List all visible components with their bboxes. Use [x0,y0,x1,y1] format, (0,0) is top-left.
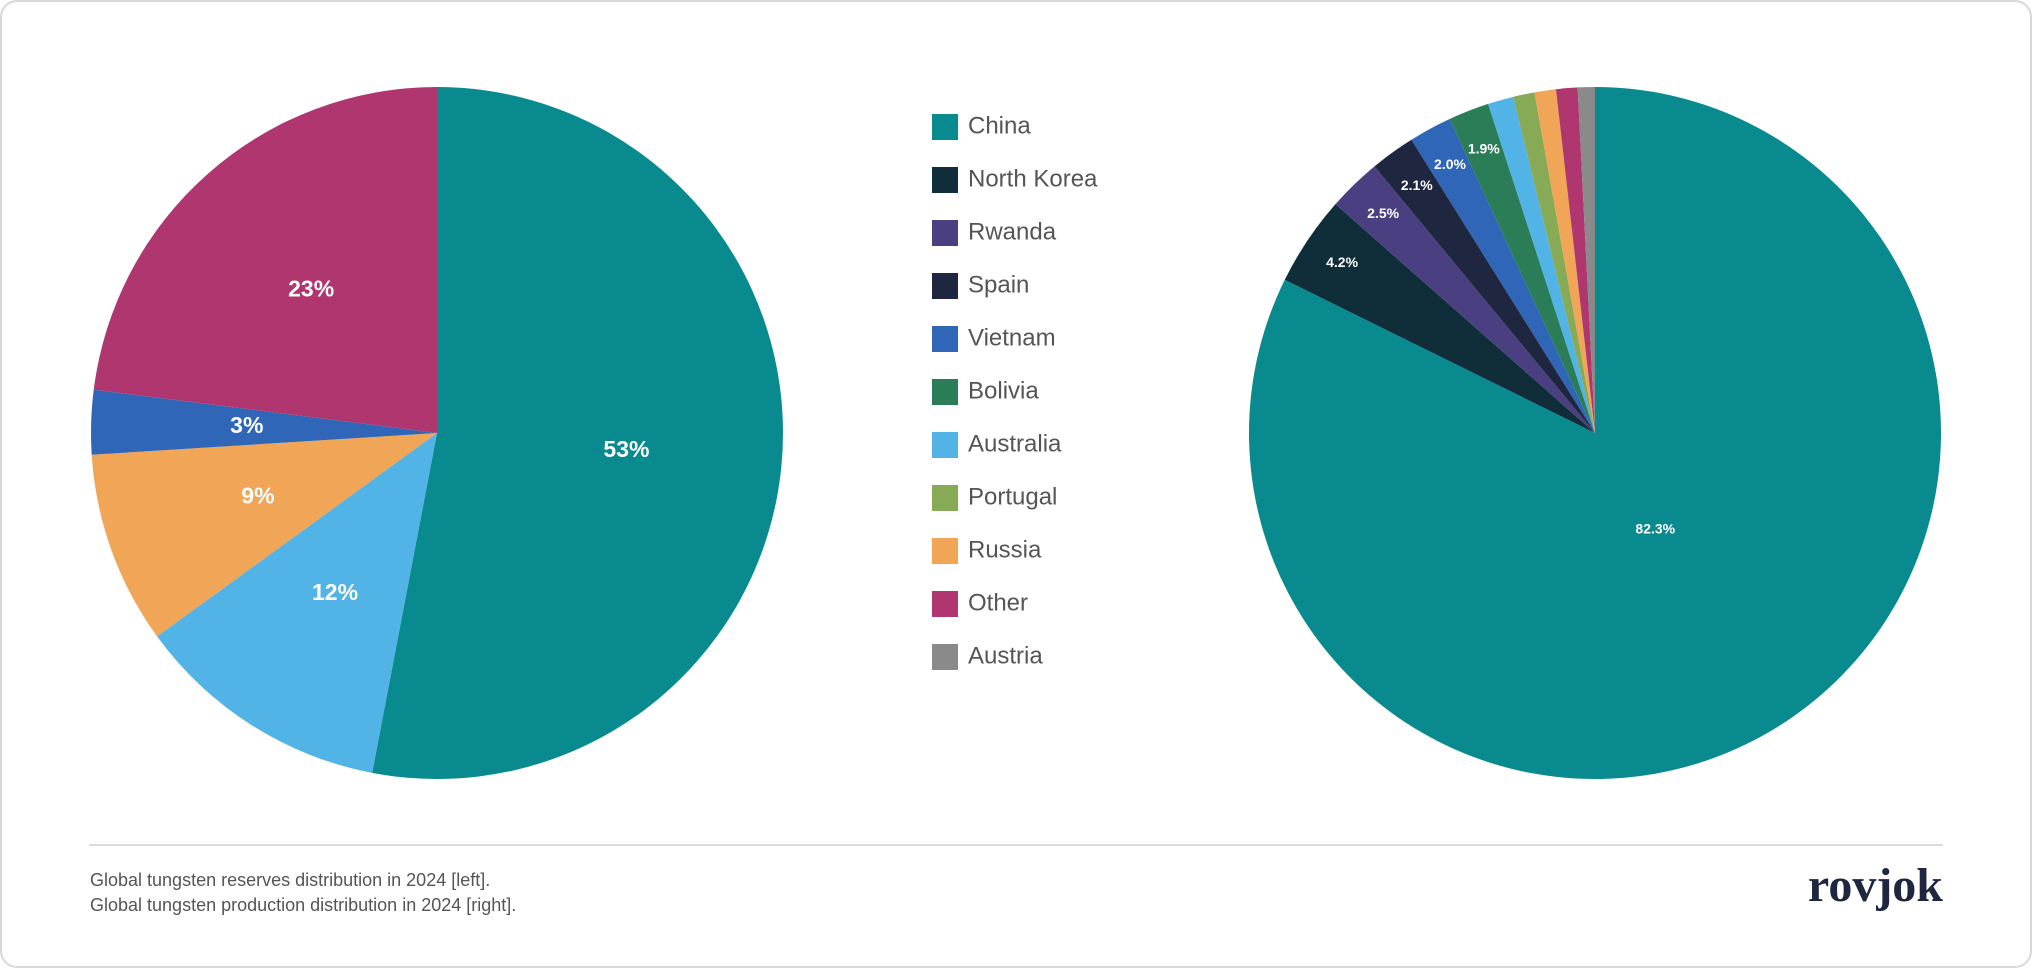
legend-swatch [932,485,958,511]
legend-swatch [932,591,958,617]
legend-label: Russia [968,536,1042,563]
data-label: 2.0% [1434,156,1466,172]
legend-swatch [932,538,958,564]
pie-slice [1534,89,1595,434]
legend-label: North Korea [968,165,1098,192]
pie-slice [91,389,438,455]
legend-label: Other [968,589,1028,616]
legend-label: Australia [968,430,1062,457]
pie-slice [1488,96,1595,433]
pie-slice [93,87,438,433]
pie-slice [91,433,438,637]
pie-slice [1555,87,1595,433]
data-label: 82.3% [1635,521,1675,537]
pie-slice [1513,92,1595,433]
brand: rovjok [1808,859,1943,912]
legend-swatch [932,114,958,140]
legend-label: Vietnam [968,324,1056,351]
data-label: 3% [230,412,263,438]
legend-swatch [932,432,958,458]
pie-slice [1374,139,1595,433]
legend-swatch [932,644,958,670]
pie-slice [1284,204,1595,433]
legend-label: Bolivia [968,377,1039,404]
legend-label: China [968,112,1031,139]
legend-label: Rwanda [968,218,1057,245]
data-label: 53% [603,436,649,462]
legend-swatch [932,326,958,352]
data-label: 2.1% [1401,177,1433,193]
legend-swatch [932,379,958,405]
pie-slice [1577,87,1595,433]
legend-label: Portugal [968,483,1057,510]
footer-note: Global tungsten reserves distribution in… [90,870,490,890]
legend-swatch [932,167,958,193]
legend-label: Austria [968,642,1043,669]
data-label: 9% [241,483,274,509]
pie-slice [1449,103,1595,433]
data-label: 12% [312,579,358,605]
legend-label: Spain [968,271,1029,298]
pie-slice [1335,166,1595,434]
data-label: 2.5% [1367,205,1399,221]
data-label: 1.9% [1468,140,1500,156]
legend-swatch [932,220,958,246]
pie-slice [157,433,437,773]
pie-slice [1411,119,1595,434]
data-label: 23% [288,275,334,301]
legend-swatch [932,273,958,299]
footer-note: Global tungsten production distribution … [90,895,516,915]
pie-slice [372,87,784,779]
data-label: 4.2% [1326,254,1358,270]
